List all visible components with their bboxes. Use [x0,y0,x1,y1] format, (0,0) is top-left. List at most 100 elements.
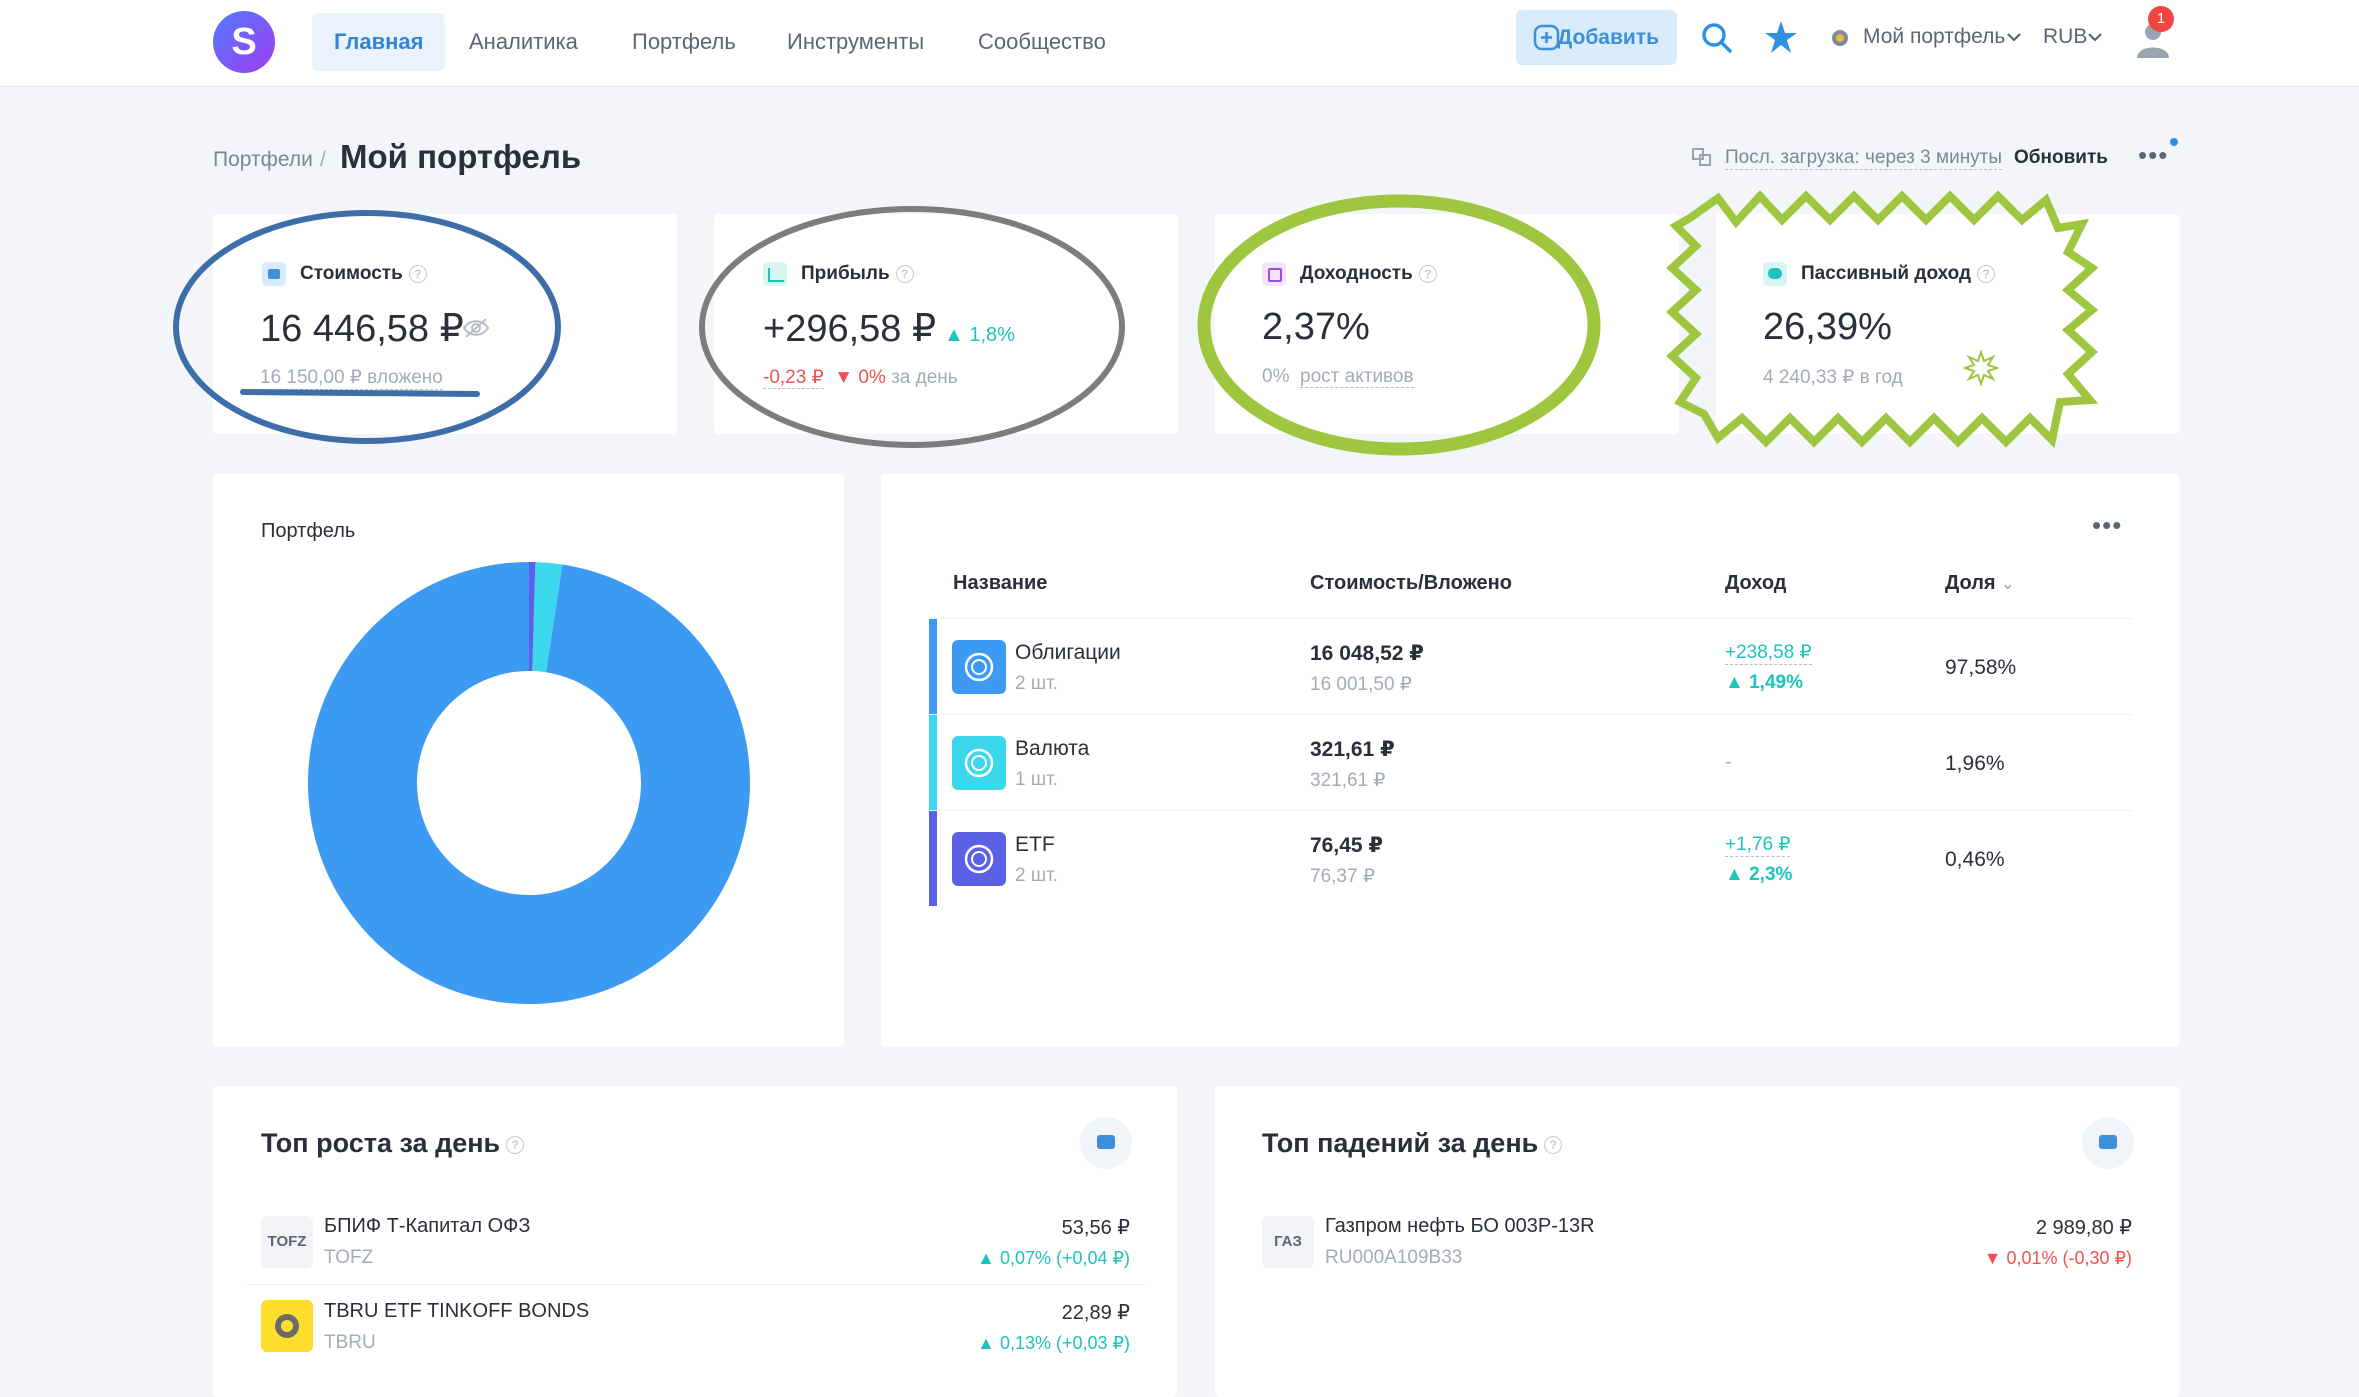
row-income-pct: ▲ 2,3% [1725,864,1793,885]
stat-passive-main: 26,39% [1763,306,1892,348]
help-icon[interactable]: ? [1418,265,1437,283]
notification-badge: 1 [2148,6,2174,32]
row-name[interactable]: Облигации [1015,641,1121,664]
gainer-change: ▲ 0,13% (+0,03 ₽) [977,1333,1130,1353]
col-header-income[interactable]: Доход [1725,572,1787,594]
bonds-icon [952,640,1006,694]
more-menu-icon[interactable]: ••• [2138,140,2169,170]
gainer-name[interactable]: TBRU ETF TINKOFF BONDS [324,1300,590,1322]
row-invested: 16 001,50 ₽ [1310,674,1412,695]
stat-yield-title: Доходность? [1262,262,1437,286]
stat-passive-annual: 4 240,33 ₽ в год [1763,367,1903,388]
stat-value-title: Стоимость? [262,262,427,286]
breadcrumb-separator: / [320,148,326,171]
row-value: 321,61 ₽ [1310,738,1395,761]
stat-profit-title: Прибыль? [763,262,914,286]
table-divider [929,714,2132,715]
chevron-down-icon[interactable] [2007,32,2021,42]
donut-slice-3[interactable] [529,562,536,672]
row-color-bar [929,619,937,714]
table-more-icon[interactable]: ••• [2092,510,2123,540]
stat-value-main: 16 446,58 ₽ [260,308,464,350]
gainer-name[interactable]: БПИФ Т-Капитал ОФЗ [324,1215,531,1237]
nav-home[interactable]: Главная [312,13,446,71]
currency-select[interactable]: RUB [2043,25,2088,48]
top-losers-card [1215,1086,2179,1397]
stat-passive-title: Пассивный доход? [1763,262,1996,286]
table-divider [929,618,2132,619]
refresh-button[interactable]: Обновить [2014,147,2108,168]
app-logo[interactable]: S [213,11,275,73]
breadcrumb-parent[interactable]: Портфели [213,148,313,171]
row-share: 97,58% [1945,656,2017,679]
sort-down-icon[interactable]: ⌄ [2001,576,2015,593]
row-count: 1 шт. [1015,769,1058,790]
col-header-name[interactable]: Название [953,572,1048,594]
chevron-down-icon[interactable] [2088,32,2102,42]
assets-table-card [881,474,2179,1047]
list-divider [246,1284,1146,1285]
currency-icon [952,736,1006,790]
row-income-pct: ▲ 1,49% [1725,672,1803,693]
nav-analytics[interactable]: Аналитика [469,29,578,54]
sync-icon [1692,148,1711,166]
row-share: 0,46% [1945,848,2005,871]
ticker-badge: ГАЗ [1262,1216,1314,1268]
row-count: 2 шт. [1015,673,1058,694]
top-gainers-title: Топ роста за день? [261,1128,525,1159]
help-icon[interactable]: ? [1544,1135,1563,1154]
top-losers-title: Топ падений за день? [1262,1128,1563,1159]
calendar-icon [1262,262,1286,286]
row-value: 16 048,52 ₽ [1310,642,1424,665]
loser-ticker: RU000A109B33 [1325,1247,1463,1268]
page-title: Мой портфель [340,138,582,175]
hide-eye-icon[interactable] [462,317,490,339]
row-income: +1,76 ₽ [1725,834,1791,857]
help-icon[interactable]: ? [506,1135,525,1154]
portfolio-select[interactable]: Мой портфель [1863,25,2006,48]
last-load-status: Посл. загрузка: через 3 минуты [1725,147,2003,170]
nav-portfolio[interactable]: Портфель [632,29,736,54]
ticker-badge: TOFZ [261,1216,313,1268]
row-invested: 321,61 ₽ [1310,770,1386,791]
loser-name[interactable]: Газпром нефть БО 003Р-13R [1325,1215,1595,1237]
loser-price: 2 989,80 ₽ [2035,1217,2132,1239]
row-income: +238,58 ₽ [1725,642,1812,665]
help-icon[interactable]: ? [408,265,427,283]
top-gainers-card [213,1086,1177,1397]
row-name[interactable]: ETF [1015,833,1055,856]
tinkoff-logo [261,1300,313,1352]
add-button[interactable]: Добавить [1516,10,1677,65]
gainer-price: 22,89 ₽ [1061,1302,1130,1324]
help-icon[interactable]: ? [1977,265,1996,283]
table-divider [929,810,2132,811]
donut-slice-1[interactable] [308,562,750,1004]
row-share: 1,96% [1945,752,2005,775]
nav-tools[interactable]: Инструменты [787,29,925,54]
stat-profit-main: +296,58 ₽ [763,308,937,350]
search-icon[interactable] [1700,21,1734,55]
wallet-button[interactable] [2082,1117,2134,1169]
col-header-share[interactable]: Доля ⌄ [1945,572,2015,594]
donut-slice-2[interactable] [532,562,563,673]
col-header-value[interactable]: Стоимость/Вложено [1310,572,1512,594]
wallet-button[interactable] [1080,1117,1132,1169]
gainer-change: ▲ 0,07% (+0,04 ₽) [977,1248,1130,1268]
portfolio-donut-chart[interactable] [308,562,750,1004]
add-icon [1533,24,1560,51]
star-icon[interactable] [1763,19,1799,55]
help-icon[interactable]: ? [895,265,914,283]
gainer-price: 53,56 ₽ [1061,1217,1130,1239]
stat-profit-change: ▲ 1,8% [944,324,1015,346]
row-name[interactable]: Валюта [1015,737,1090,760]
loser-change: ▼ 0,01% (-0,30 ₽) [1983,1248,2132,1268]
stat-yield-growth: 0% рост активов [1262,366,1414,388]
row-invested: 76,37 ₽ [1310,866,1375,887]
add-button-label: Добавить [1557,26,1659,49]
row-income: - [1725,752,1732,773]
gainer-ticker: TBRU [324,1332,376,1353]
row-count: 2 шт. [1015,865,1058,886]
sparkle-icon [1963,350,1999,386]
update-dot [2170,138,2178,146]
nav-community[interactable]: Сообщество [978,29,1106,54]
